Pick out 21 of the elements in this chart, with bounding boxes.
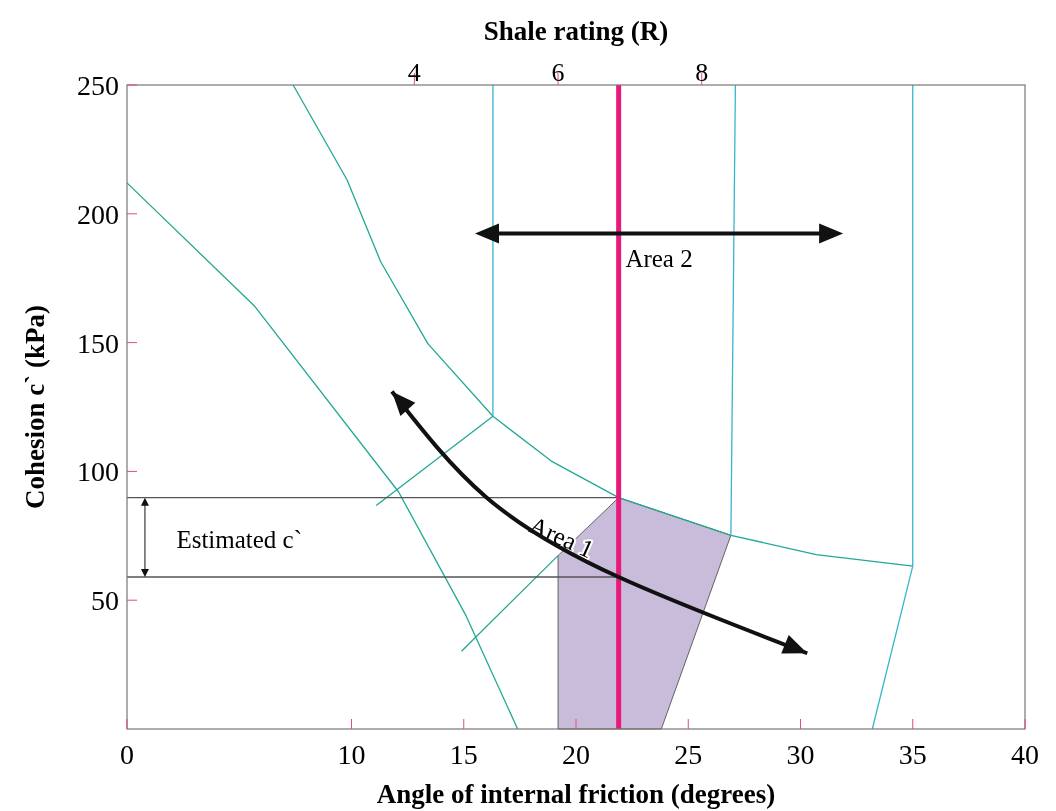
y-tick-label: 50 — [91, 585, 119, 617]
x-tick-label: 40 — [1011, 739, 1039, 770]
y-axis-title: Cohesion c` (kPa) — [20, 305, 50, 509]
x2-axis-title: Shale rating (R) — [483, 16, 669, 46]
x2-tick-label: 6 — [551, 58, 565, 87]
annotation: Area 2 — [625, 244, 693, 272]
x-tick-label: 15 — [449, 739, 478, 770]
x-tick-label: 25 — [674, 739, 703, 770]
x-tick-label: 30 — [786, 739, 815, 770]
x-tick-label: 35 — [898, 739, 927, 770]
x2-tick-label: 4 — [407, 58, 421, 87]
x-tick-label: 20 — [562, 739, 590, 770]
y-tick-label: 250 — [77, 70, 119, 101]
y-tick-label: 200 — [77, 198, 119, 230]
annotation: Estimated c` — [176, 526, 303, 554]
x-tick-label: 0 — [120, 739, 134, 770]
y-tick-label: 150 — [77, 327, 119, 359]
y-tick-label: 100 — [77, 456, 119, 488]
x2-tick-label: 8 — [695, 58, 709, 87]
x-axis-title: Angle of internal friction (degrees) — [376, 779, 776, 809]
x-tick-label: 10 — [337, 739, 366, 770]
